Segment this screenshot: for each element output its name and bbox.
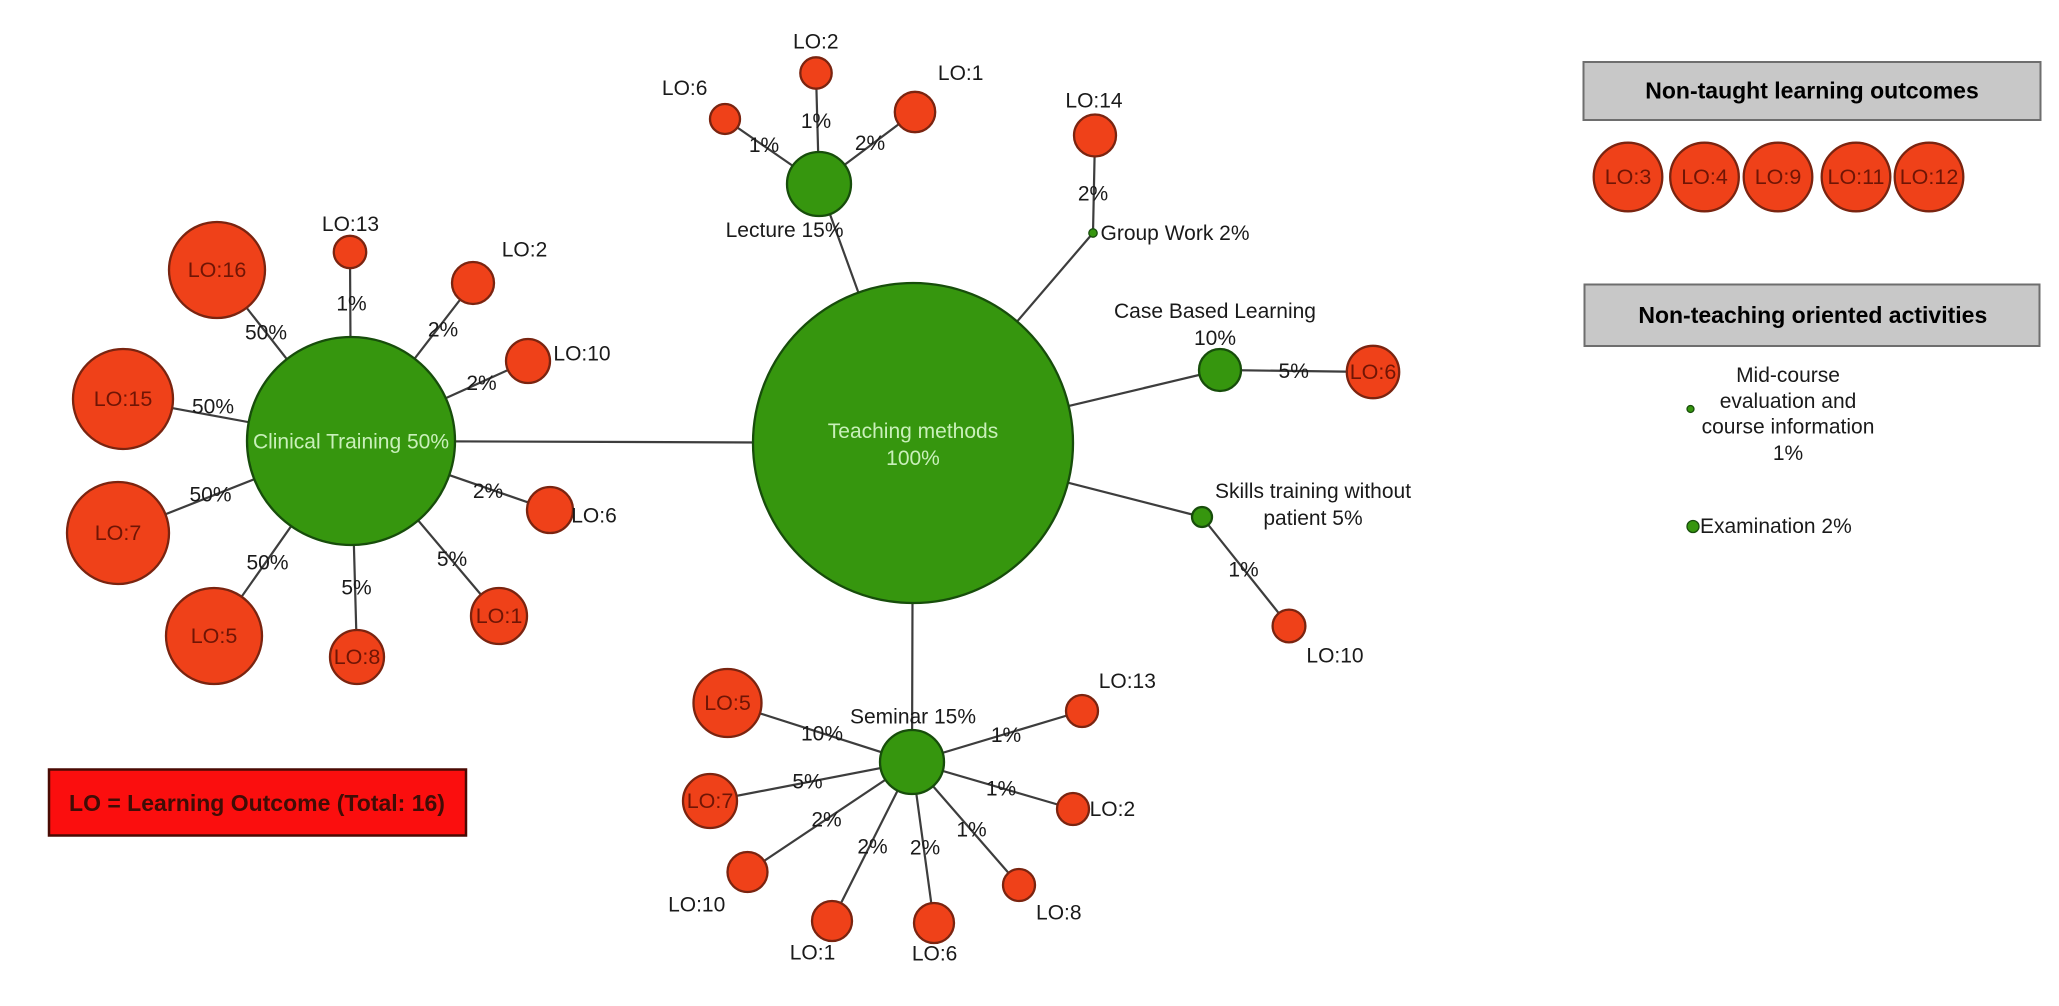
svg-text:course information: course information [1702, 416, 1875, 439]
svg-text:LO:1: LO:1 [790, 942, 836, 965]
svg-text:LO = Learning Outcome (Total:: LO = Learning Outcome (Total: 16) [69, 790, 445, 816]
svg-text:50%: 50% [192, 396, 234, 419]
svg-text:100%: 100% [886, 447, 940, 470]
svg-text:LO:5: LO:5 [704, 691, 751, 715]
svg-text:1%: 1% [1228, 559, 1258, 582]
svg-text:2%: 2% [910, 837, 940, 860]
svg-text:5%: 5% [1279, 360, 1309, 383]
svg-text:LO:8: LO:8 [1036, 902, 1082, 925]
svg-text:10%: 10% [1194, 327, 1236, 350]
svg-text:Mid-course: Mid-course [1736, 364, 1840, 387]
svg-text:LO:7: LO:7 [687, 789, 734, 813]
svg-text:LO:13: LO:13 [322, 213, 379, 236]
svg-text:Teaching methods: Teaching methods [828, 420, 998, 443]
svg-text:2%: 2% [473, 480, 503, 503]
svg-text:5%: 5% [792, 771, 822, 794]
svg-text:1%: 1% [336, 293, 366, 316]
svg-text:LO:1: LO:1 [938, 62, 984, 85]
svg-text:LO:7: LO:7 [95, 521, 142, 545]
svg-text:LO:16: LO:16 [188, 258, 247, 282]
svg-text:LO:5: LO:5 [191, 624, 238, 648]
svg-text:patient 5%: patient 5% [1263, 507, 1362, 530]
svg-text:1%: 1% [749, 134, 779, 157]
svg-text:5%: 5% [341, 577, 371, 600]
svg-text:1%: 1% [801, 110, 831, 133]
svg-text:LO:10: LO:10 [1306, 645, 1363, 668]
svg-text:Seminar 15%: Seminar 15% [850, 706, 976, 729]
svg-text:50%: 50% [189, 484, 231, 507]
svg-text:10%: 10% [801, 723, 843, 746]
svg-text:LO:10: LO:10 [668, 894, 725, 917]
svg-text:2%: 2% [466, 372, 496, 395]
svg-text:LO:3: LO:3 [1605, 165, 1652, 189]
svg-text:LO:10: LO:10 [553, 343, 610, 366]
svg-text:Lecture 15%: Lecture 15% [726, 219, 844, 242]
svg-text:50%: 50% [246, 552, 288, 575]
svg-text:LO:15: LO:15 [94, 387, 153, 411]
svg-text:LO:2: LO:2 [502, 239, 548, 262]
svg-text:Non-taught learning outcomes: Non-taught learning outcomes [1645, 78, 1979, 104]
svg-text:1%: 1% [991, 724, 1021, 747]
svg-text:LO:11: LO:11 [1828, 165, 1885, 189]
svg-text:Skills training without: Skills training without [1215, 480, 1411, 503]
svg-text:evaluation and: evaluation and [1720, 390, 1857, 413]
svg-text:LO:14: LO:14 [1065, 90, 1123, 113]
svg-text:2%: 2% [857, 836, 887, 859]
svg-text:Case Based Learning: Case Based Learning [1114, 300, 1316, 323]
svg-text:LO:9: LO:9 [1755, 165, 1802, 189]
svg-text:LO:4: LO:4 [1681, 165, 1728, 189]
svg-text:1%: 1% [1773, 442, 1803, 465]
svg-text:50%: 50% [245, 322, 287, 345]
svg-text:LO:6: LO:6 [912, 943, 958, 966]
svg-text:Non-teaching oriented activiti: Non-teaching oriented activities [1638, 302, 1987, 328]
svg-text:5%: 5% [437, 548, 467, 571]
svg-text:LO:2: LO:2 [793, 31, 839, 54]
svg-text:2%: 2% [855, 132, 885, 155]
svg-text:LO:6: LO:6 [662, 77, 708, 100]
svg-text:2%: 2% [1078, 183, 1108, 206]
svg-text:2%: 2% [428, 319, 458, 342]
svg-text:LO:8: LO:8 [334, 645, 381, 669]
svg-text:Clinical Training 50%: Clinical Training 50% [253, 431, 449, 454]
svg-text:Examination 2%: Examination 2% [1700, 515, 1852, 538]
svg-text:1%: 1% [986, 778, 1016, 801]
svg-text:2%: 2% [811, 809, 841, 832]
svg-text:LO:6: LO:6 [571, 505, 617, 528]
svg-text:LO:12: LO:12 [1900, 165, 1959, 189]
svg-text:LO:2: LO:2 [1090, 798, 1136, 821]
svg-text:LO:13: LO:13 [1099, 670, 1156, 693]
svg-text:1%: 1% [956, 819, 986, 842]
svg-text:Group Work 2%: Group Work 2% [1101, 222, 1250, 245]
svg-text:LO:6: LO:6 [1350, 360, 1397, 384]
svg-text:LO:1: LO:1 [476, 604, 523, 628]
